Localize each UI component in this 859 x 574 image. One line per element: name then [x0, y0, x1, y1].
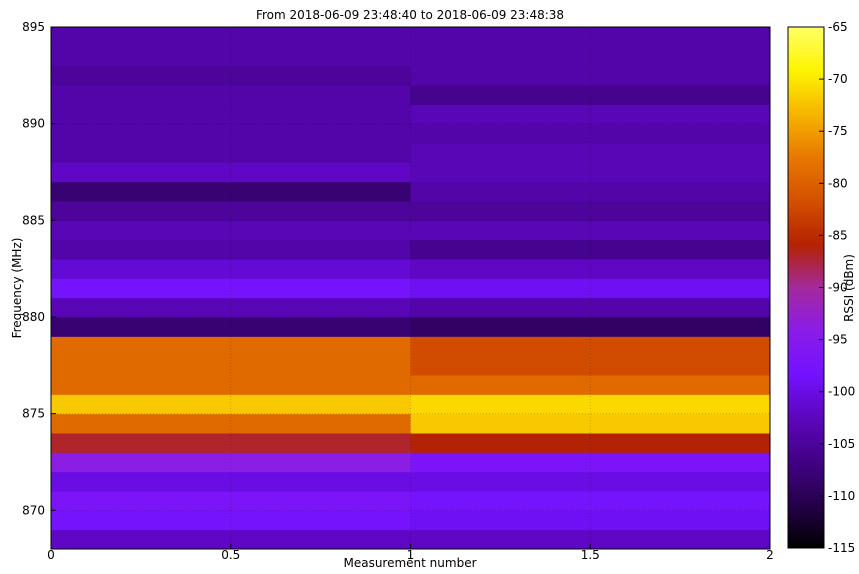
colorbar-tick-label: -100: [828, 385, 855, 399]
colorbar-label: RSSI (dBm): [842, 254, 856, 322]
heatmap-cell: [51, 239, 411, 260]
y-tick-label: 890: [22, 117, 45, 131]
colorbar-tick-label: -70: [828, 72, 848, 86]
x-tick-label: 0: [47, 548, 55, 562]
heatmap-cell: [410, 452, 771, 473]
y-axis-ticks: 870 875 880 885 890 895: [22, 20, 56, 517]
y-tick-label: 895: [22, 20, 45, 34]
heatmap-cell: [410, 181, 771, 202]
heatmap-cell: [51, 278, 411, 299]
x-tick-label: 1: [407, 548, 415, 562]
heatmap-cell: [410, 529, 771, 550]
heatmap-cell: [51, 510, 411, 531]
heatmap-cell: [410, 317, 771, 337]
heatmap-cell: [51, 123, 411, 144]
heatmap-cell: [51, 201, 411, 221]
x-axis-title: Measurement number: [343, 556, 476, 570]
heatmap-cell: [410, 123, 771, 144]
y-tick-label: 870: [22, 503, 45, 517]
heatmap-cell: [51, 491, 411, 511]
heatmap-cell: [410, 471, 771, 492]
colorbar-tick-label: -85: [828, 228, 848, 242]
heatmap-cell: [51, 394, 411, 415]
heatmap-cell: [410, 27, 771, 47]
heatmap-cells: [51, 27, 771, 550]
colorbar-tick-label: -90: [828, 281, 848, 295]
heatmap-cell: [410, 239, 771, 260]
colorbar-ticks: -65 -70 -75 -80 -85 -90 -95 -100 -105 -110 -115: [819, 20, 855, 555]
x-tick-label: 1.5: [581, 548, 600, 562]
colorbar-tick-label: -80: [828, 176, 848, 190]
heatmap-cell: [410, 375, 771, 395]
heatmap-cell: [410, 510, 771, 531]
heatmap-cell: [410, 278, 771, 299]
colorbar-tick-label: -110: [828, 489, 855, 503]
heatmap-cell: [51, 162, 411, 183]
heatmap-cell: [410, 162, 771, 183]
heatmap-cell: [51, 336, 411, 357]
x-tick-label: 0.5: [221, 548, 240, 562]
heatmap-cell: [410, 491, 771, 511]
heatmap-cell: [410, 85, 771, 105]
x-tick-label: 2: [766, 548, 774, 562]
heatmap-cell: [410, 336, 771, 357]
heatmap-cell: [51, 375, 411, 395]
heatmap-cell: [51, 297, 411, 318]
y-axis-title: Frequency (MHz): [10, 238, 24, 339]
heatmap-cell: [410, 143, 771, 163]
heatmap-cell: [51, 104, 411, 125]
heatmap-cell: [410, 394, 771, 415]
colorbar-tick-label: -95: [828, 333, 848, 347]
heatmap-cell: [51, 471, 411, 492]
heatmap-cell: [410, 413, 771, 434]
heatmap-cell: [410, 355, 771, 376]
heatmap-cell: [51, 355, 411, 376]
colorbar-tick-label: -115: [828, 541, 855, 555]
heatmap-cell: [410, 104, 771, 125]
heatmap-cell: [51, 65, 411, 86]
heatmap-cell: [410, 201, 771, 221]
heatmap-cell: [410, 65, 771, 86]
heatmap-cell: [51, 452, 411, 473]
x-axis-ticks: 0 0.5 1 1.5 2: [47, 544, 774, 562]
heatmap-cell: [410, 259, 771, 279]
heatmap-cell: [51, 181, 411, 202]
heatmap-cell: [51, 529, 411, 550]
heatmap-cell: [51, 27, 411, 47]
heatmap-cell: [410, 220, 771, 241]
heatmap-cell: [410, 46, 771, 67]
heatmap-cell: [410, 433, 771, 453]
heatmap-cell: [51, 433, 411, 453]
heatmap-cell: [51, 220, 411, 241]
chart-title: From 2018-06-09 23:48:40 to 2018-06-09 2…: [256, 8, 564, 22]
colorbar: [787, 26, 825, 549]
heatmap-cell: [51, 413, 411, 434]
y-tick-label: 875: [22, 407, 45, 421]
heatmap-cell: [51, 259, 411, 279]
heatmap-cell: [410, 297, 771, 318]
heatmap-cell: [51, 85, 411, 105]
y-tick-label: 880: [22, 310, 45, 324]
heatmap-cell: [51, 46, 411, 67]
heatmap-cell: [51, 143, 411, 163]
colorbar-tick-label: -75: [828, 124, 848, 138]
heatmap-cell: [51, 317, 411, 337]
colorbar-tick-label: -105: [828, 437, 855, 451]
colorbar-tick-label: -65: [828, 20, 848, 34]
y-tick-label: 885: [22, 213, 45, 227]
